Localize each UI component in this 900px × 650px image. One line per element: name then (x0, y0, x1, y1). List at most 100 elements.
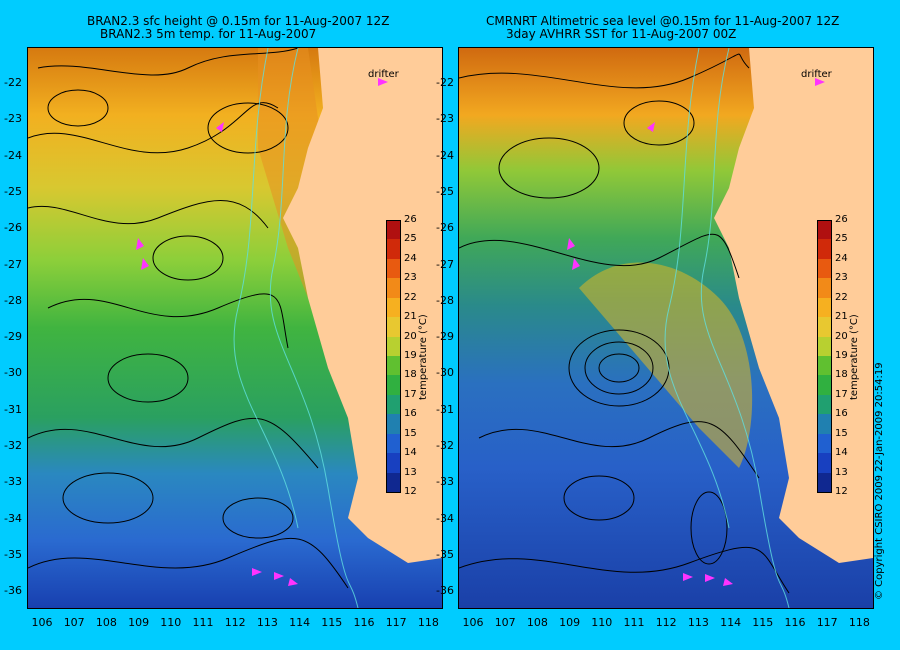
colorbar-tick-label: 12 (404, 486, 417, 497)
left-lat-label: -24 (4, 148, 22, 162)
right-lon-label: 117 (816, 616, 838, 629)
right-title-line1: CMRNRT Altimetric sea level @0.15m for 1… (486, 14, 840, 28)
right-lat-label: -23 (436, 112, 454, 126)
colorbar-segment (817, 278, 831, 299)
right-lat-label: -30 (436, 366, 454, 380)
colorbar-segment (817, 317, 831, 338)
left-lat-label: -28 (4, 293, 22, 307)
colorbar-segment (817, 414, 831, 435)
colorbar-segment (817, 239, 831, 260)
colorbar-segment (386, 278, 400, 299)
right-lon-label: 110 (591, 616, 613, 629)
colorbar-segment (386, 336, 400, 357)
right-lat-label: -24 (436, 148, 454, 162)
right-colorbar: 26 25 24 23 22 21 20 19 18 17 16 15 14 13 12 (817, 215, 857, 497)
left-title-line2: BRAN2.3 5m temp. for 11-Aug-2007 (100, 27, 317, 41)
left-lon-label: 118 (417, 616, 439, 629)
colorbar-segment (817, 394, 831, 415)
left-lon-label: 113 (256, 616, 278, 629)
colorbar-tick-label: 14 (404, 447, 417, 459)
right-lon-label: 115 (752, 616, 774, 629)
colorbar-tick-label: 25 (404, 233, 417, 245)
copyright-text: © Copyright CSIRO 2009 22-Jan-2009 20:54… (874, 362, 885, 600)
left-lon-label: 108 (95, 616, 117, 629)
left-map-panel (27, 47, 443, 609)
colorbar-tick-label: 24 (835, 252, 848, 264)
right-lon-label: 112 (655, 616, 677, 629)
right-lon-label: 106 (462, 616, 484, 629)
left-lon-label: 109 (128, 616, 150, 629)
colorbar-segment (386, 317, 400, 338)
colorbar-segment (817, 297, 831, 318)
right-land (714, 48, 873, 563)
right-lat-label: -29 (436, 330, 454, 344)
colorbar-segment (386, 453, 400, 474)
left-lat-label: -22 (4, 76, 22, 89)
right-lat-label: -26 (436, 221, 454, 235)
right-drifter-tracks (567, 78, 825, 586)
left-colorbar-title: temperature (°C) (418, 314, 429, 400)
colorbar-tick-label: 24 (404, 252, 417, 264)
left-lon-label: 111 (192, 616, 214, 629)
colorbar-tick-label: 25 (835, 233, 848, 245)
colorbar-tick-label: 18 (404, 369, 417, 381)
right-lat-label: -34 (436, 511, 454, 525)
right-lat-label: -28 (436, 293, 454, 307)
colorbar-tick-label: 19 (835, 350, 848, 361)
colorbar-segment (817, 472, 831, 493)
right-map-panel (458, 47, 874, 609)
colorbar-segment (817, 375, 831, 396)
colorbar-tick-label: 26 (835, 214, 848, 225)
right-lat-label: -25 (436, 184, 454, 198)
left-lat-label: -36 (4, 584, 22, 598)
left-lat-label: -34 (4, 511, 22, 525)
colorbar-tick-label: 20 (835, 330, 848, 342)
left-lon-label: 110 (160, 616, 182, 629)
colorbar-tick-label: 19 (404, 350, 417, 361)
right-title-line2: 3day AVHRR SST for 11-Aug-2007 00Z (506, 27, 737, 41)
left-lon-label: 114 (289, 616, 311, 629)
colorbar-segment (386, 258, 400, 279)
right-lat-label: -35 (436, 547, 454, 561)
colorbar-segment (817, 433, 831, 454)
colorbar-tick-label: 14 (835, 447, 848, 459)
colorbar-tick-label: 16 (404, 408, 417, 420)
left-lat-label: -31 (4, 402, 22, 416)
colorbar-tick-label: 22 (404, 291, 417, 303)
left-colorbar: 26 25 24 23 22 21 20 19 18 17 16 15 14 13 12 (386, 215, 426, 497)
colorbar-frame (817, 220, 832, 493)
colorbar-segment (817, 453, 831, 474)
right-lat-label: -22 (436, 76, 454, 89)
right-map-image (459, 48, 873, 608)
colorbar-tick-label: 13 (404, 466, 417, 478)
left-lat-label: -32 (4, 439, 22, 452)
colorbar-segment (386, 356, 400, 376)
colorbar-segment (817, 258, 831, 279)
left-lat-label: -29 (4, 330, 22, 344)
left-map-image (28, 48, 442, 608)
left-lat-label: -35 (4, 547, 22, 561)
left-lat-label: -33 (4, 475, 22, 489)
left-drifter-label: drifter (368, 69, 399, 80)
colorbar-tick-label: 21 (835, 311, 848, 323)
left-title-line1: BRAN2.3 sfc height @ 0.15m for 11-Aug-20… (87, 14, 390, 28)
left-lon-label: 117 (385, 616, 407, 629)
right-lon-label: 111 (623, 616, 645, 629)
left-lat-label: -30 (4, 366, 22, 380)
right-drifter-label: drifter (801, 69, 832, 80)
right-colorbar-title: temperature (°C) (849, 314, 860, 400)
colorbar-segment (386, 414, 400, 435)
right-lat-label: -33 (436, 475, 454, 489)
colorbar-segment (817, 356, 831, 376)
right-lat-label: -31 (436, 402, 454, 416)
left-land (283, 48, 442, 563)
colorbar-tick-label: 16 (835, 408, 848, 420)
colorbar-segment (386, 375, 400, 396)
left-drifter-tracks (136, 78, 388, 586)
right-lat-label: -27 (436, 257, 454, 271)
left-lat-label: -25 (4, 184, 22, 198)
right-lat-label: -32 (436, 439, 454, 452)
colorbar-segment (386, 394, 400, 415)
colorbar-tick-label: 17 (835, 388, 848, 400)
left-lon-label: 112 (224, 616, 246, 629)
